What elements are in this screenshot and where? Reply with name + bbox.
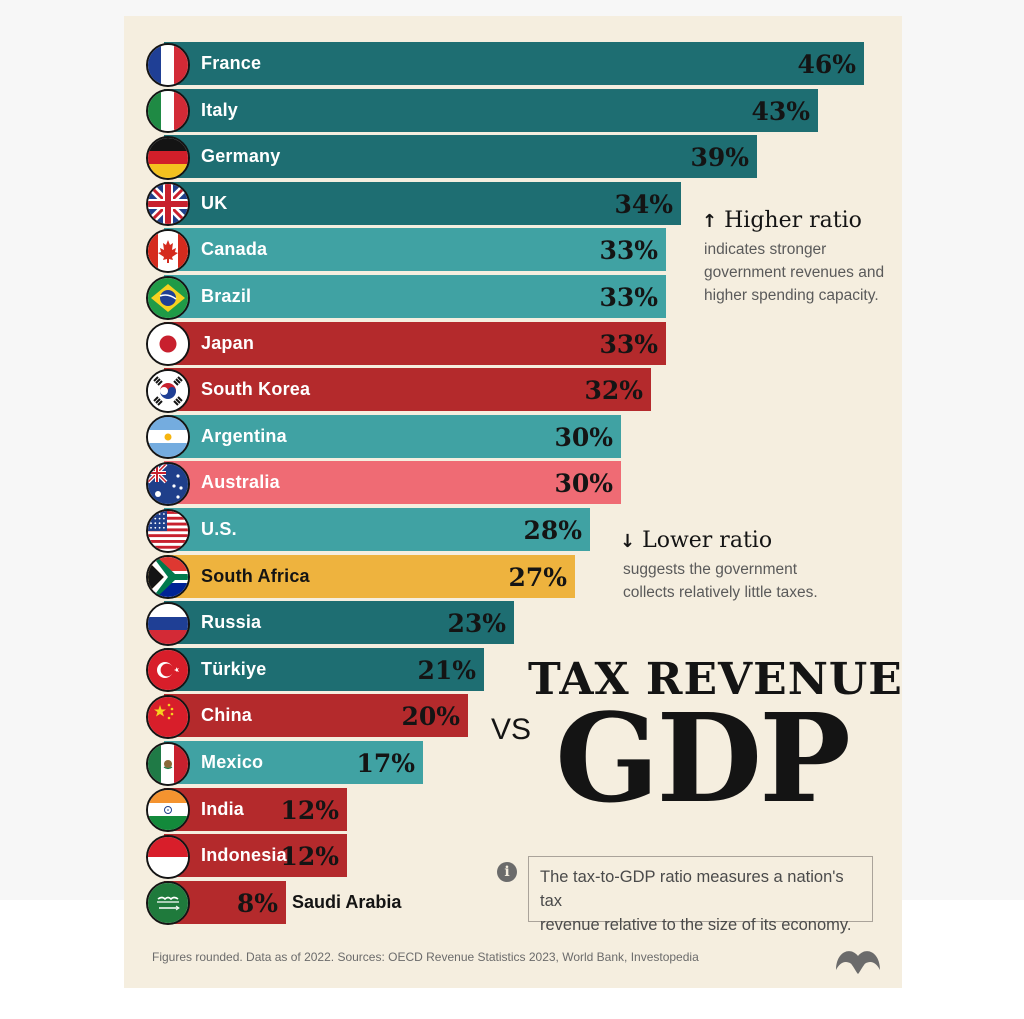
brazil-flag-icon xyxy=(146,275,190,320)
bar-category-label: Germany xyxy=(201,146,281,167)
bar: 39% Germany xyxy=(164,135,757,179)
bar-value-label: 23% xyxy=(447,609,506,639)
mexico-flag-icon xyxy=(146,741,190,786)
italy-flag-icon xyxy=(146,89,190,134)
bar-category-label: Canada xyxy=(201,239,268,260)
title-gdp: GDP xyxy=(555,686,851,830)
saudi-arabia-flag-icon xyxy=(146,881,190,926)
higher-ratio-line: government revenues and xyxy=(704,264,885,281)
lower-ratio-line: collects relatively little taxes. xyxy=(623,584,818,601)
visual-capitalist-logo-icon xyxy=(836,951,880,974)
south-africa-flag-icon xyxy=(146,555,190,600)
bar: 27% South Africa xyxy=(164,554,575,598)
bar-value-label: 17% xyxy=(356,749,415,778)
bar: 23% Russia xyxy=(164,601,514,645)
lower-ratio-text: suggests the government collects relativ… xyxy=(623,558,818,604)
bar-value-label: 28% xyxy=(523,516,582,545)
bar: 21% Türkiye xyxy=(164,647,484,691)
bar-category-label: Australia xyxy=(201,472,280,493)
higher-ratio-text: indicates stronger government revenues a… xyxy=(704,238,884,307)
bar-category-label: Argentina xyxy=(201,425,287,446)
info-icon: i xyxy=(497,862,517,882)
bar-category-label: Saudi Arabia xyxy=(292,891,402,912)
bar-category-label: Mexico xyxy=(201,752,264,772)
bar-value-label: 33% xyxy=(599,236,658,266)
us-flag-icon xyxy=(146,508,190,553)
bar-value-label: 46% xyxy=(797,50,856,79)
bar-value-label: 34% xyxy=(614,189,673,219)
china-flag-icon xyxy=(146,694,190,739)
argentina-flag-icon xyxy=(146,415,190,460)
title-vs: VS xyxy=(491,713,532,746)
bar: 30% Australia xyxy=(164,461,621,505)
bar: 32% South Korea xyxy=(164,368,651,412)
canada-flag-icon xyxy=(146,228,190,273)
south-korea-flag-icon xyxy=(146,368,190,413)
bar-category-label: South Africa xyxy=(201,565,310,586)
bar: 33% Japan xyxy=(164,321,666,365)
bar-value-label: 33% xyxy=(599,283,658,312)
higher-ratio-title: Higher ratio xyxy=(724,208,862,233)
bar-category-label: Italy xyxy=(201,99,239,120)
lower-ratio-line: suggests the government xyxy=(623,561,798,578)
bar-category-label: India xyxy=(201,798,245,819)
down-arrow-icon: ↓ xyxy=(620,531,636,552)
bar-value-label: 27% xyxy=(508,562,567,592)
bar-category-label: Japan xyxy=(201,332,255,353)
uk-flag-icon xyxy=(146,182,190,227)
bar-category-label: Türkiye xyxy=(201,658,267,679)
bar-category-label: Brazil xyxy=(201,286,252,306)
bar-category-label: France xyxy=(201,53,262,73)
bar: 43% Italy xyxy=(164,88,818,132)
japan-flag-icon xyxy=(146,322,190,367)
bar-category-label: U.S. xyxy=(201,519,237,539)
bar-value-label: 21% xyxy=(417,655,476,685)
higher-ratio-line: higher spending capacity. xyxy=(704,287,879,304)
bar: 30% Argentina xyxy=(164,414,621,458)
info-text-line: revenue relative to the size of its econ… xyxy=(540,916,852,934)
bar-value-label: 33% xyxy=(599,329,658,359)
india-flag-icon xyxy=(146,788,190,833)
lower-ratio-heading: ↓ Lower ratio xyxy=(620,528,772,553)
bar: 17% Mexico xyxy=(164,741,423,784)
germany-flag-icon xyxy=(146,135,190,180)
australia-flag-icon xyxy=(146,461,190,506)
bar-value-label: 12% xyxy=(280,842,339,872)
bar-category-label: South Korea xyxy=(201,379,311,400)
bar: 28% U.S. xyxy=(164,508,590,551)
title-tax-revenue: TAX REVENUE xyxy=(528,654,902,705)
bar-value-label: 43% xyxy=(751,96,810,126)
bar-value-label: 39% xyxy=(690,143,749,173)
turkiye-flag-icon xyxy=(146,648,190,693)
source-footnote: Figures rounded. Data as of 2022. Source… xyxy=(152,950,699,964)
info-box: The tax-to-GDP ratio measures a nation's… xyxy=(528,856,873,934)
higher-ratio-heading: ↑ Higher ratio xyxy=(702,208,862,233)
bar: 46% France xyxy=(164,42,864,85)
bar: 33% Brazil xyxy=(164,275,666,318)
bar-category-label: UK xyxy=(201,192,228,213)
bar-value-label: 12% xyxy=(280,795,339,825)
higher-ratio-line: indicates stronger xyxy=(704,241,827,258)
bar: 34% UK xyxy=(164,181,681,225)
bar-value-label: 30% xyxy=(554,469,613,499)
bar-value-label: 20% xyxy=(401,702,460,732)
bar-category-label: Indonesia xyxy=(201,845,287,866)
up-arrow-icon: ↑ xyxy=(702,211,718,232)
bar-category-label: Russia xyxy=(201,612,262,633)
russia-flag-icon xyxy=(146,601,190,646)
info-text-line: The tax-to-GDP ratio measures a nation's… xyxy=(540,868,844,910)
infographic-poster: 46% France 43% Italy 39% Germany 34% UK 33% Canad… xyxy=(124,16,902,988)
bar-category-label: China xyxy=(201,705,253,726)
bar: 12% India xyxy=(164,787,347,831)
bar-value-label: 32% xyxy=(584,376,643,406)
bar: 33% Canada xyxy=(164,228,666,272)
bar-value-label: 8% xyxy=(236,888,278,918)
indonesia-flag-icon xyxy=(146,834,190,879)
lower-ratio-title: Lower ratio xyxy=(642,528,773,553)
bar-value-label: 30% xyxy=(554,422,613,452)
bar: 12% Indonesia xyxy=(164,834,347,878)
bar: 20% China xyxy=(164,694,468,738)
france-flag-icon xyxy=(146,42,190,87)
